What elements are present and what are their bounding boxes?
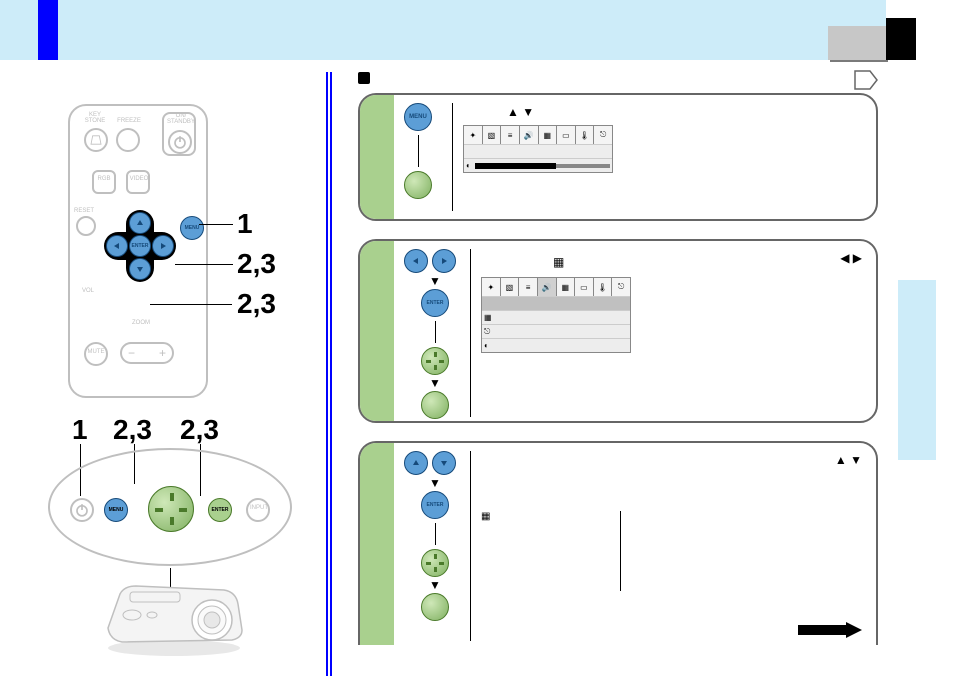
arrow-down-icon bbox=[432, 451, 456, 475]
power-button bbox=[168, 130, 192, 154]
top-blue-strip bbox=[38, 0, 58, 60]
callout-line-1 bbox=[199, 224, 233, 225]
arrow-right-icon bbox=[432, 249, 456, 273]
video-button bbox=[126, 170, 150, 194]
osd-menu-step2: ✦▧≡🔊▦▭🌡⎋ ▦ ⎋ ◐ bbox=[481, 277, 631, 353]
arrow-up-icon bbox=[404, 451, 428, 475]
step-number-strip bbox=[360, 443, 394, 645]
steps-area: MENU ▲ ▼ ✦▧≡🔊▦▭🌡⎋ ◐ bbox=[358, 72, 878, 663]
video-label: VIDEO bbox=[124, 176, 154, 182]
callout-1: 1 bbox=[237, 208, 253, 240]
remote-enter-icon: ENTER bbox=[421, 289, 449, 317]
arrow-left-icon bbox=[404, 249, 428, 273]
vol-label: VOL bbox=[76, 288, 100, 294]
remote-enter-icon2: ENTER bbox=[421, 491, 449, 519]
enter-button[interactable]: ENTER bbox=[129, 235, 151, 257]
step-number-strip bbox=[360, 95, 394, 219]
panel-enter-button[interactable]: ENTER bbox=[208, 498, 232, 522]
section-bullet-icon bbox=[358, 72, 370, 84]
panel-enter-icon2 bbox=[421, 391, 449, 419]
panel-callout-3: 2,3 bbox=[180, 414, 219, 446]
keystone-button bbox=[84, 128, 108, 152]
reset-label: RESET bbox=[70, 208, 98, 214]
projector-illustration bbox=[96, 576, 252, 660]
top-banner bbox=[0, 0, 886, 60]
column-divider bbox=[326, 72, 332, 676]
arrow-up-button[interactable] bbox=[129, 212, 151, 234]
panel-joystick[interactable] bbox=[148, 486, 194, 532]
callout-3: 2,3 bbox=[237, 288, 276, 320]
callout-line-2 bbox=[175, 264, 233, 265]
panel-menu-alt-icon bbox=[404, 171, 432, 199]
continue-next-page-arrow-icon bbox=[798, 622, 862, 643]
keystone-label: KEY STONE bbox=[80, 112, 110, 124]
continued-arrow-icon bbox=[854, 70, 878, 95]
panel-joystick-icon2 bbox=[421, 549, 449, 577]
projector-control-panel: MENU ENTER INPUT bbox=[48, 448, 292, 566]
callout-line-3 bbox=[150, 304, 232, 305]
panel-power-button bbox=[70, 498, 94, 522]
dpad-cluster: ENTER bbox=[104, 210, 176, 282]
arrow-right-button[interactable] bbox=[152, 235, 174, 257]
callout-2: 2,3 bbox=[237, 248, 276, 280]
contrast-icon: ◐ bbox=[466, 161, 471, 170]
remote-control-illustration: KEY STONE FREEZE ON/ STANDBY RGB VIDEO R… bbox=[68, 104, 208, 398]
zoom-label: ZOOM bbox=[126, 320, 156, 326]
step-card-3: ▲ ▼ ▼ ENTER ▼ bbox=[358, 441, 878, 645]
panel-menu-button[interactable]: MENU bbox=[104, 498, 128, 522]
step-number-strip bbox=[360, 241, 394, 421]
panel-callout-1: 1 bbox=[72, 414, 88, 446]
submenu-icon: ▦ bbox=[481, 511, 490, 522]
remote-menu-icon: MENU bbox=[404, 103, 432, 131]
rgb-label: RGB bbox=[92, 176, 116, 182]
panel-joystick-icon bbox=[421, 347, 449, 375]
side-section-tab bbox=[898, 280, 936, 460]
step2-right-hint: ◀ ▶ bbox=[840, 251, 862, 265]
freeze-label: FREEZE bbox=[112, 118, 146, 124]
up-down-hint-icon: ▲ ▼ bbox=[507, 105, 534, 119]
step-card-2: ◀ ▶ ▼ ENTER ▼ bbox=[358, 239, 878, 423]
menu-button[interactable]: MENU bbox=[180, 216, 204, 240]
selected-menu-icon: ▦ bbox=[553, 255, 564, 269]
panel-enter-icon3 bbox=[421, 593, 449, 621]
panel-input-label: INPUT bbox=[244, 505, 274, 511]
page-edge-marker bbox=[886, 18, 916, 60]
step3-right-hint: ▲ ▼ bbox=[835, 453, 862, 467]
osd-menu-step1: ✦▧≡🔊▦▭🌡⎋ ◐ bbox=[463, 125, 613, 173]
rgb-button bbox=[92, 170, 116, 194]
arrow-down-button[interactable] bbox=[129, 258, 151, 280]
mute-label: MUTE bbox=[84, 349, 108, 355]
standby-label: ON/ STANDBY bbox=[164, 113, 198, 125]
panel-callout-2: 2,3 bbox=[113, 414, 152, 446]
zoom-rocker: − + bbox=[120, 342, 174, 364]
step-card-1: MENU ▲ ▼ ✦▧≡🔊▦▭🌡⎋ ◐ bbox=[358, 93, 878, 221]
reset-button bbox=[76, 216, 96, 236]
page-number-tab bbox=[828, 26, 886, 60]
freeze-button bbox=[116, 128, 140, 152]
arrow-left-button[interactable] bbox=[106, 235, 128, 257]
